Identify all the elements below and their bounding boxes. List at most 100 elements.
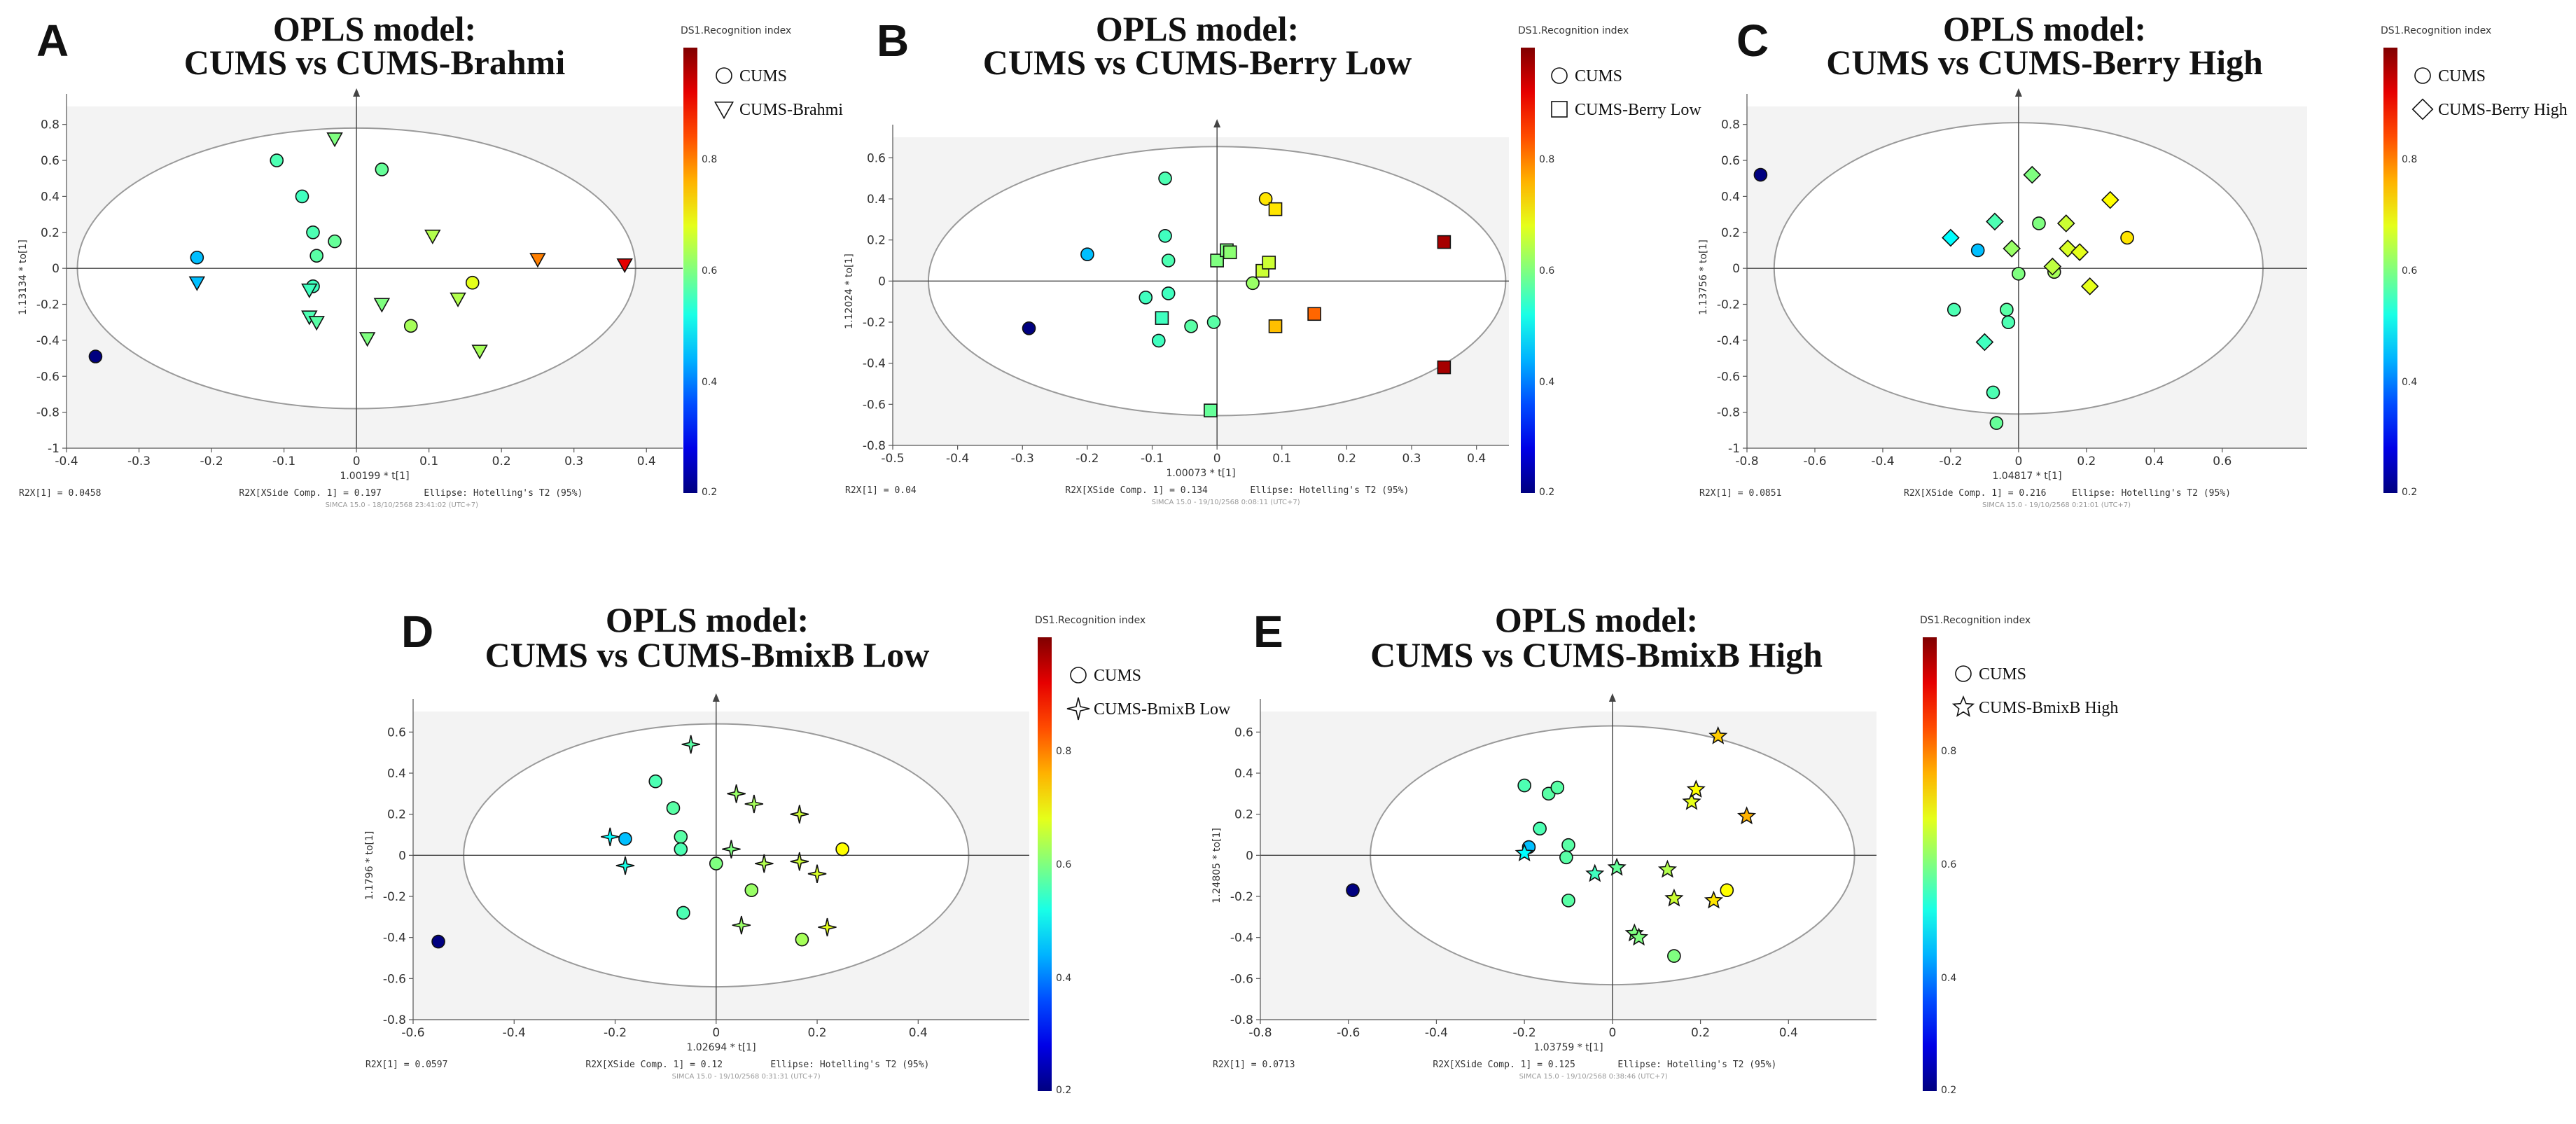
data-point	[1533, 821, 1547, 835]
footer-software: SIMCA 15.0 - 19/10/2568 0:21:01 (UTC+7)	[1982, 501, 2131, 509]
y-tick-label: -0.4	[36, 334, 60, 348]
data-point	[1559, 850, 1573, 865]
circle-legend-icon	[1955, 665, 1972, 682]
footer-r2x-side: R2X[XSide Comp. 1] = 0.134	[1065, 485, 1208, 496]
y-axis-label: 1.24805 * to[1]	[1211, 828, 1223, 903]
data-point	[1307, 307, 1321, 321]
star4-legend-icon	[1066, 697, 1090, 721]
x-tick-label: 0.1	[1272, 452, 1291, 466]
colorbar-title: DS1.Recognition index	[681, 25, 791, 36]
data-point	[1158, 228, 1172, 243]
data-point	[1223, 245, 1237, 260]
x-tick-label: -0.4	[946, 452, 969, 466]
data-point	[471, 345, 488, 360]
y-tick-label: 0.4	[867, 193, 886, 207]
y-tick-label: -0.6	[36, 370, 60, 384]
legend-label: CUMS-BmixB High	[1979, 699, 2118, 717]
x-tick-label: -0.4	[1871, 455, 1894, 469]
data-point	[681, 735, 700, 754]
y-tick-label: 0.2	[1721, 226, 1740, 240]
data-point	[1550, 780, 1565, 795]
x-tick-label: 0.1	[419, 455, 438, 469]
circle-legend-icon	[1070, 667, 1087, 684]
star5-legend-icon	[1951, 695, 1975, 717]
data-point	[1206, 315, 1221, 329]
footer-software: SIMCA 15.0 - 19/10/2568 0:31:31 (UTC+7)	[672, 1073, 821, 1081]
colorbar	[2383, 48, 2397, 493]
data-point	[1268, 202, 1283, 216]
data-point	[1262, 256, 1276, 270]
x-tick-label: -0.4	[503, 1026, 526, 1040]
x-tick-label: -0.2	[604, 1026, 627, 1040]
legend-label: CUMS	[1979, 665, 2026, 684]
colorbar	[1038, 637, 1052, 1091]
data-point	[465, 275, 480, 290]
y-tick-label: 0.4	[1721, 190, 1740, 204]
legend-label: CUMS	[2438, 67, 2486, 85]
data-point	[1975, 333, 1994, 352]
y-tick-label: -0.4	[1717, 334, 1740, 348]
colorbar-tick: 0.4	[2402, 377, 2417, 388]
y-tick-label: -0.2	[863, 316, 886, 330]
data-point	[616, 258, 633, 274]
data-point	[375, 162, 389, 176]
panel-label: E	[1253, 606, 1283, 657]
legend-label: CUMS-Berry High	[2438, 101, 2568, 119]
legend-label: CUMS	[1094, 667, 1141, 685]
colorbar-title: DS1.Recognition index	[2381, 25, 2491, 36]
colorbar	[1923, 637, 1937, 1091]
data-point	[790, 852, 809, 871]
data-point	[1437, 235, 1451, 249]
y-tick-label: 0.6	[1234, 726, 1253, 740]
colorbar-tick: 0.2	[1056, 1085, 1071, 1096]
colorbar-title: DS1.Recognition index	[1035, 615, 1146, 626]
data-point	[755, 854, 774, 873]
x-tick-label: 0.2	[492, 455, 511, 469]
x-tick-label: -0.6	[1337, 1026, 1360, 1040]
data-point	[1989, 416, 2004, 430]
footer-r2x: R2X[1] = 0.0458	[19, 488, 101, 499]
x-tick-label: -0.2	[200, 455, 223, 469]
data-point	[744, 883, 759, 897]
footer-r2x-side: R2X[XSide Comp. 1] = 0.125	[1433, 1060, 1575, 1070]
data-point	[676, 906, 690, 920]
x-tick-label: -0.2	[1075, 452, 1099, 466]
y-tick-label: 0	[52, 262, 60, 276]
data-point	[2080, 277, 2099, 296]
legend-label: CUMS-Brahmi	[739, 101, 843, 119]
data-point	[306, 225, 320, 240]
panel-label: D	[401, 606, 433, 657]
footer-r2x-side: R2X[XSide Comp. 1] = 0.216	[1904, 488, 2047, 499]
data-point	[1184, 319, 1198, 333]
data-point	[1155, 311, 1169, 325]
x-tick-label: 0	[1608, 1026, 1616, 1040]
y-tick-label: -0.2	[1230, 890, 1253, 904]
data-point	[88, 349, 103, 363]
colorbar-tick: 0.4	[702, 377, 717, 388]
x-tick-label: -0.1	[272, 455, 295, 469]
x-tick-label: 0	[1213, 452, 1221, 466]
x-tick-label: 0	[712, 1026, 720, 1040]
x-tick-label: 0.4	[2145, 455, 2164, 469]
data-point	[674, 830, 688, 844]
data-point	[295, 189, 309, 204]
panel-label: A	[36, 15, 69, 66]
data-point	[674, 842, 688, 856]
data-point	[1753, 167, 1768, 182]
x-tick-label: 0.2	[808, 1026, 827, 1040]
data-point	[1268, 319, 1283, 333]
data-point	[373, 298, 391, 313]
colorbar-tick: 0.4	[1539, 377, 1554, 388]
y-tick-label: -0.6	[863, 398, 886, 412]
y-tick-label: 0.4	[1234, 767, 1253, 781]
data-point	[1161, 286, 1176, 300]
x-axis-label: 1.03759 * t[1]	[1533, 1042, 1603, 1053]
chart-title-line2: CUMS vs CUMS-BmixB High	[1370, 635, 1823, 674]
data-point	[744, 794, 764, 814]
y-tick-label: -0.8	[383, 1013, 406, 1027]
panel-c: C OPLS model:CUMS vs CUMS-Berry High-0.8-…	[1698, 9, 2568, 509]
data-point	[358, 332, 376, 347]
data-point	[1708, 726, 1728, 744]
chart-title-line1: OPLS model:	[1096, 9, 1299, 48]
panel-d: D OPLS model:CUMS vs CUMS-BmixB Low-0.6 -0…	[364, 600, 1231, 1096]
